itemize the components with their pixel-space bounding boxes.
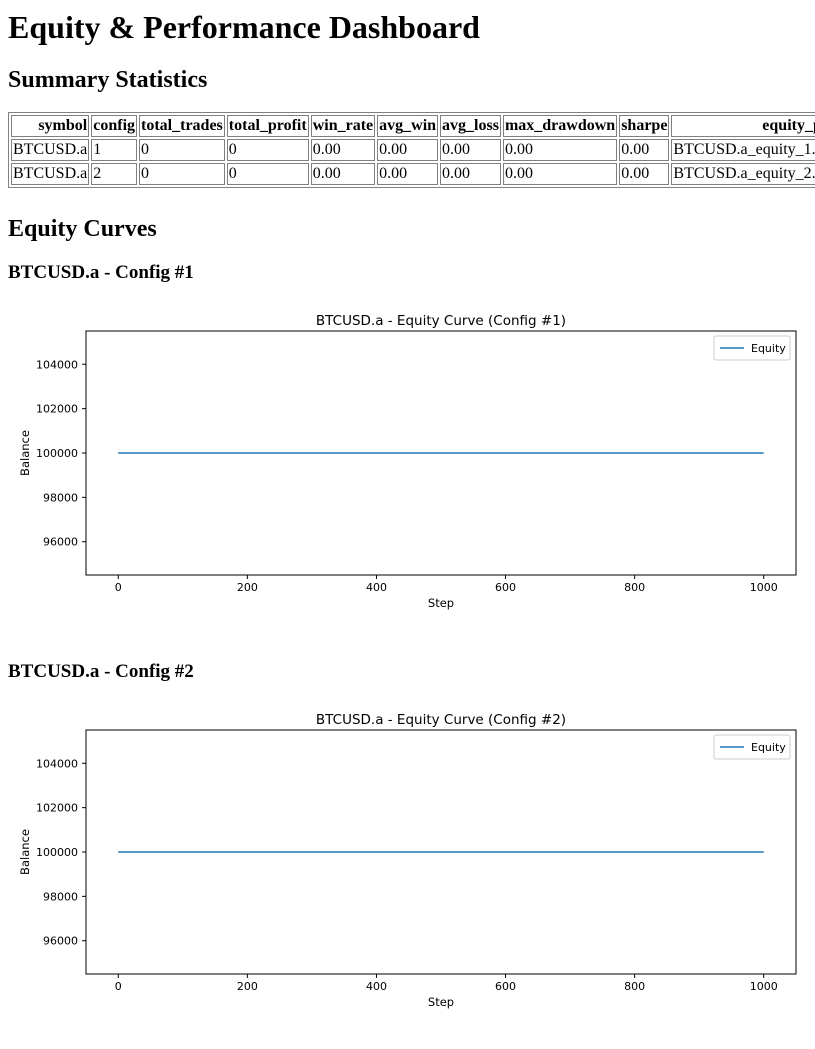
column-header: sharpe bbox=[619, 115, 670, 137]
legend-label: Equity bbox=[751, 741, 786, 754]
column-header: avg_loss bbox=[440, 115, 501, 137]
y-tick-label: 100000 bbox=[36, 846, 78, 859]
x-tick-label: 1000 bbox=[750, 581, 778, 594]
summary-heading: Summary Statistics bbox=[8, 67, 208, 93]
table-row: BTCUSD.a 1 0 0 0.00 0.00 0.00 0.00 0.00 … bbox=[11, 139, 815, 161]
column-header: equity_plot bbox=[671, 115, 815, 137]
summary-table: symbol config total_trades total_profit … bbox=[8, 112, 815, 188]
equity-chart-config-2: BTCUSD.a - Equity Curve (Config #2) 0 200 4… bbox=[0, 699, 815, 1039]
column-header: total_trades bbox=[139, 115, 225, 137]
y-tick-label: 100000 bbox=[36, 447, 78, 460]
table-cell: BTCUSD.a bbox=[11, 139, 90, 161]
column-header: symbol bbox=[11, 115, 90, 137]
equity-chart-config-1: BTCUSD.a - Equity Curve (Config #1) 0 200 4… bbox=[0, 300, 815, 640]
x-tick-label: 0 bbox=[115, 980, 122, 993]
legend-box bbox=[713, 335, 791, 361]
page-title: Equity & Performance Dashboard bbox=[8, 9, 480, 45]
chart-svg: BTCUSD.a - Equity Curve (Config #1) 0 200 4… bbox=[18, 313, 797, 610]
y-tick-label: 96000 bbox=[43, 935, 78, 948]
table-header-row: symbol config total_trades total_profit … bbox=[11, 115, 815, 137]
y-tick-label: 98000 bbox=[43, 491, 78, 504]
x-tick-label: 0 bbox=[115, 581, 122, 594]
y-tick-label: 104000 bbox=[36, 358, 78, 371]
y-tick-label: 98000 bbox=[43, 890, 78, 903]
table-cell: 0.00 bbox=[377, 139, 439, 161]
table-row: BTCUSD.a 2 0 0 0.00 0.00 0.00 0.00 0.00 … bbox=[11, 163, 815, 185]
x-tick-label: 800 bbox=[624, 980, 645, 993]
chart-svg: BTCUSD.a - Equity Curve (Config #2) 0 200 4… bbox=[18, 712, 797, 1009]
table-cell: 0.00 bbox=[619, 163, 670, 185]
table-cell: 2 bbox=[91, 163, 138, 185]
x-axis-label: Step bbox=[428, 596, 454, 610]
y-tick-label: 96000 bbox=[43, 536, 78, 549]
table-cell: 0.00 bbox=[502, 163, 618, 185]
column-header: total_profit bbox=[226, 115, 309, 137]
column-header: avg_win bbox=[377, 115, 439, 137]
legend-label: Equity bbox=[751, 342, 786, 355]
x-tick-label: 800 bbox=[624, 581, 645, 594]
x-tick-label: 200 bbox=[237, 581, 258, 594]
legend: Equity bbox=[713, 335, 791, 361]
table-cell: 0.00 bbox=[440, 163, 501, 185]
section-heading-config-2: BTCUSD.a - Config #2 bbox=[8, 661, 194, 682]
legend: Equity bbox=[713, 734, 791, 760]
y-axis-label: Balance bbox=[18, 829, 32, 875]
table-cell: 0 bbox=[226, 139, 309, 161]
table-cell: 0.00 bbox=[619, 139, 670, 161]
section-heading-config-1: BTCUSD.a - Config #1 bbox=[8, 262, 194, 283]
table-cell: 1 bbox=[91, 139, 138, 161]
y-axis-label: Balance bbox=[18, 430, 32, 476]
table-cell: 0.00 bbox=[502, 139, 618, 161]
table-cell: BTCUSD.a bbox=[11, 163, 90, 185]
table-cell: 0.00 bbox=[310, 139, 376, 161]
x-tick-label: 600 bbox=[495, 581, 516, 594]
table-cell: 0 bbox=[139, 163, 225, 185]
table-cell: 0.00 bbox=[377, 163, 439, 185]
x-tick-label: 600 bbox=[495, 980, 516, 993]
x-tick-label: 1000 bbox=[750, 980, 778, 993]
column-header: max_drawdown bbox=[502, 115, 618, 137]
column-header: win_rate bbox=[310, 115, 376, 137]
x-axis-label: Step bbox=[428, 995, 454, 1009]
y-tick-label: 102000 bbox=[36, 802, 78, 815]
column-header: config bbox=[91, 115, 138, 137]
x-tick-label: 200 bbox=[237, 980, 258, 993]
x-tick-label: 400 bbox=[366, 980, 387, 993]
table-cell: BTCUSD.a_equity_2.png bbox=[671, 163, 815, 185]
legend-box bbox=[713, 734, 791, 760]
y-tick-label: 102000 bbox=[36, 403, 78, 416]
table-cell: 0 bbox=[226, 163, 309, 185]
y-tick-label: 104000 bbox=[36, 757, 78, 770]
chart-title: BTCUSD.a - Equity Curve (Config #1) bbox=[316, 313, 566, 329]
curves-heading: Equity Curves bbox=[8, 216, 157, 242]
table-cell: 0.00 bbox=[310, 163, 376, 185]
x-tick-label: 400 bbox=[366, 581, 387, 594]
table-cell: 0 bbox=[139, 139, 225, 161]
chart-title: BTCUSD.a - Equity Curve (Config #2) bbox=[316, 712, 566, 728]
table-cell: BTCUSD.a_equity_1.png bbox=[671, 139, 815, 161]
table-cell: 0.00 bbox=[440, 139, 501, 161]
